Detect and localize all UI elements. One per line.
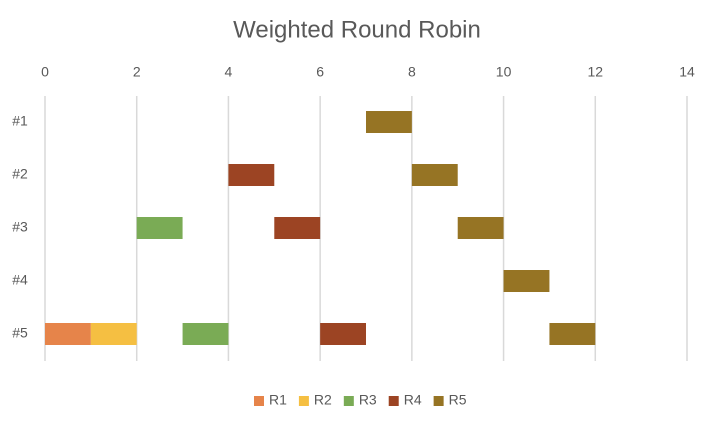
bar bbox=[228, 164, 275, 186]
y-tick-label: #2 bbox=[12, 166, 28, 182]
legend-swatch bbox=[388, 396, 399, 406]
legend-label: R3 bbox=[359, 392, 377, 408]
x-tick-label: 10 bbox=[496, 64, 512, 80]
bar bbox=[411, 164, 458, 186]
legend-label: R1 bbox=[269, 392, 287, 408]
x-tick-label: 14 bbox=[679, 64, 695, 80]
y-tick-label: #1 bbox=[12, 113, 28, 129]
x-tick-label: 8 bbox=[408, 64, 416, 80]
y-tick-label: #3 bbox=[12, 219, 28, 235]
legend-swatch bbox=[254, 396, 264, 406]
bar bbox=[45, 323, 91, 345]
bar bbox=[457, 217, 504, 239]
legend-label: R2 bbox=[314, 392, 332, 408]
bar bbox=[136, 217, 183, 239]
legend-swatch bbox=[433, 396, 444, 406]
bar bbox=[274, 217, 321, 239]
bar bbox=[90, 323, 137, 345]
x-tick-label: 12 bbox=[587, 64, 603, 80]
legend-swatch bbox=[343, 396, 354, 406]
bar bbox=[549, 323, 596, 345]
bar bbox=[320, 323, 366, 345]
chart-title: Weighted Round Robin bbox=[233, 16, 481, 43]
x-tick-label: 2 bbox=[133, 64, 141, 80]
legend-label: R4 bbox=[404, 392, 422, 408]
y-tick-label: #4 bbox=[12, 272, 28, 288]
bar bbox=[182, 323, 229, 345]
bar bbox=[366, 111, 412, 133]
legend-swatch bbox=[298, 396, 309, 406]
legend-label: R5 bbox=[449, 392, 467, 408]
bar bbox=[503, 270, 550, 292]
x-tick-label: 0 bbox=[41, 64, 49, 80]
y-tick-label: #5 bbox=[12, 325, 28, 341]
x-tick-label: 4 bbox=[225, 64, 233, 80]
x-tick-label: 6 bbox=[316, 64, 324, 80]
